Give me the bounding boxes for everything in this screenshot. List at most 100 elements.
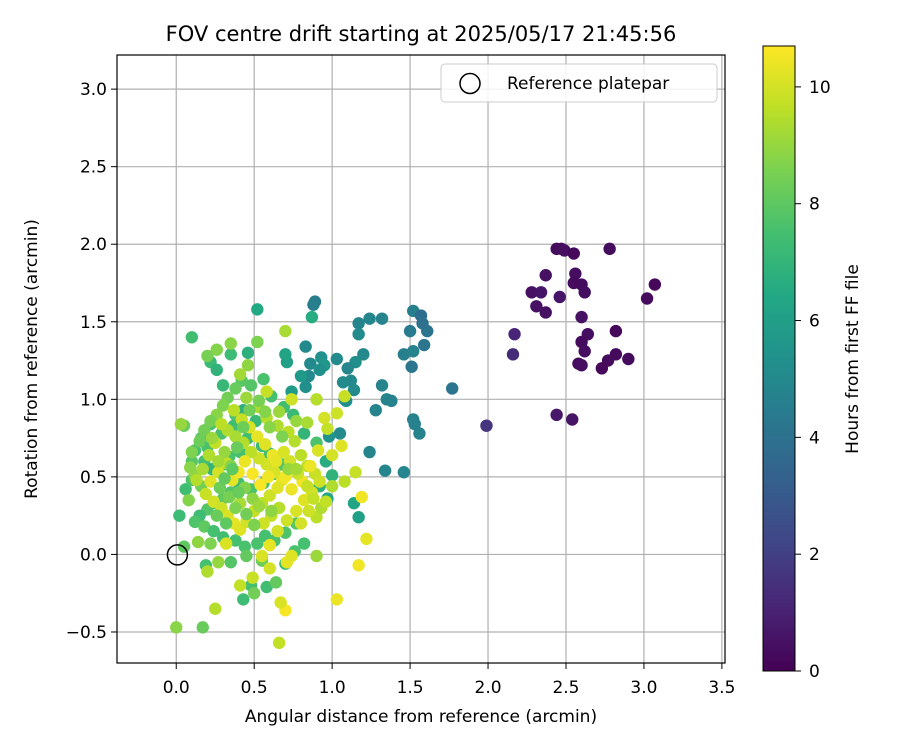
data-point [285,549,298,563]
data-point [285,393,298,406]
data-point [279,324,292,338]
data-point [352,511,365,524]
data-point [198,424,211,437]
data-point [251,303,264,316]
data-point [319,495,333,508]
colorbar-tick-label: 2 [809,545,820,565]
data-point [290,504,303,518]
data-point [269,455,283,468]
data-point [310,549,323,563]
data-point [385,394,398,408]
data-point [238,455,252,468]
data-point [330,407,344,420]
data-point [254,478,267,491]
colorbar-label: Hours from first FF file [843,264,863,454]
data-point [352,559,365,572]
data-point [173,509,186,522]
data-point [269,576,283,589]
data-point [251,430,264,443]
data-point [272,405,286,418]
data-point [212,555,225,569]
data-point [413,427,426,440]
data-point [421,324,434,338]
data-point [341,362,354,375]
data-point [209,602,222,615]
data-point [363,445,376,459]
x-tick-label: 1.5 [397,678,424,698]
data-point [224,337,238,350]
data-point [224,348,238,361]
data-point [216,399,230,412]
data-point [262,470,275,484]
data-point [174,417,188,431]
data-point [304,459,317,473]
data-point [305,310,319,324]
data-point [352,327,365,341]
chart-title: FOV centre drift starting at 2025/05/17 … [166,22,677,46]
data-point [233,579,247,592]
x-tick-label: 0.0 [163,678,190,698]
data-point [246,467,259,480]
y-tick-label: 1.5 [80,313,107,333]
data-point [378,464,392,477]
legend-label-reference-platepar: Reference platepar [507,74,669,94]
data-point [575,310,588,324]
legend-reference-marker [459,72,481,95]
data-point [558,244,571,257]
data-point [335,439,348,453]
data-point [252,394,266,408]
y-axis-label: Rotation from reference (arcmin) [22,219,42,499]
legend: Reference platepar [440,63,718,103]
data-point [213,481,227,494]
data-point [313,475,326,488]
data-point [218,445,231,459]
data-point [201,349,214,363]
data-point [243,403,256,417]
data-point [196,621,209,634]
data-point [205,431,219,445]
colorbar: 0 2 4 6 8 10 Hours from first FF file [762,45,863,682]
data-point [318,411,331,425]
data-point [255,549,269,563]
data-point [338,475,351,488]
data-point [179,483,192,496]
legend-box [440,63,718,103]
data-point [445,382,459,395]
data-point [216,379,230,392]
data-point [352,317,365,330]
data-point [347,383,361,397]
data-point [207,524,220,538]
colorbar-gradient [762,45,796,672]
data-point [276,430,289,443]
data-point [375,312,389,325]
data-point [193,435,206,448]
data-point [240,549,253,563]
data-point [271,481,284,494]
x-axis-label: Angular distance from reference (arcmin) [245,707,597,727]
y-tick-label: 2.0 [80,235,107,255]
data-point [313,363,326,377]
data-point [271,524,284,538]
x-tick-label: 2.0 [475,678,502,698]
data-point [263,421,276,434]
data-point [407,345,420,358]
data-point [355,490,368,504]
data-point [257,372,270,386]
data-point [408,417,421,431]
data-point [308,295,322,308]
data-point [198,520,211,533]
data-point [508,327,521,341]
colorbar-ticks: 0 2 4 6 8 10 [795,78,831,682]
data-point [302,504,315,518]
x-tick-label: 2.5 [552,678,579,698]
data-point [240,507,253,521]
data-point [333,427,347,440]
data-point [575,335,588,349]
data-point [201,565,214,578]
data-point [567,247,580,260]
x-tick-label: 0.5 [241,678,268,698]
data-point [300,479,314,493]
data-point [258,405,272,418]
data-point [290,414,303,428]
data-point [403,324,417,338]
